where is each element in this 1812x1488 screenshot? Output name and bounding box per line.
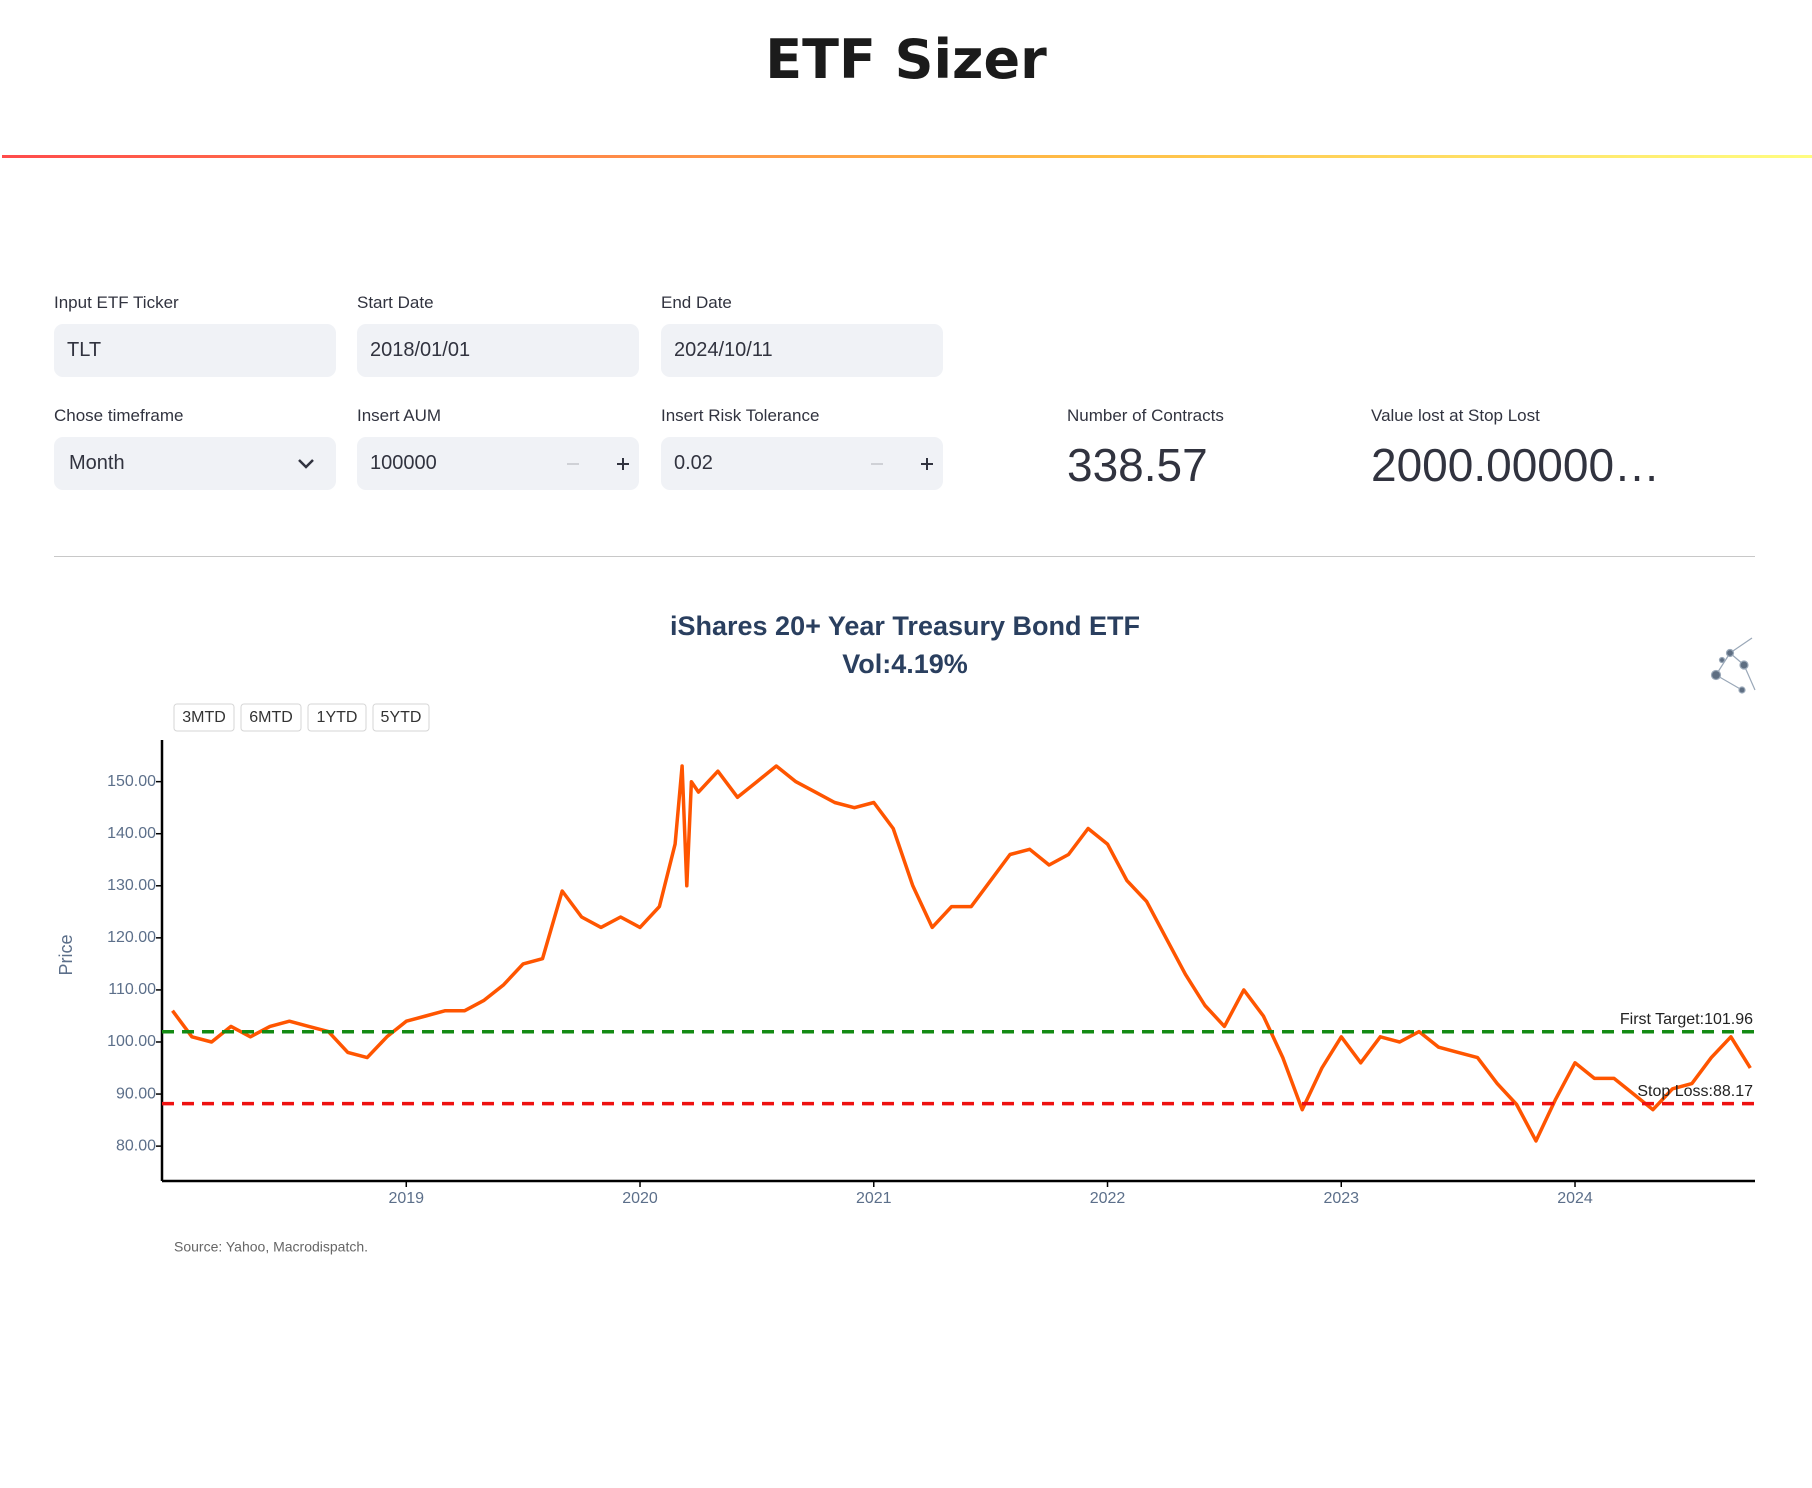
chart-title: iShares 20+ Year Treasury Bond ETF — [670, 611, 1140, 641]
x-tick-label: 2021 — [856, 1190, 892, 1207]
field-label: Input ETF Ticker — [54, 293, 179, 312]
number-input[interactable]: 100000 — [357, 437, 639, 490]
text-input[interactable]: TLT — [54, 324, 336, 377]
y-tick-label: 110.00 — [108, 981, 156, 998]
app-title: ETF Sizer — [765, 28, 1047, 91]
range-button-label: 3MTD — [182, 709, 226, 726]
select-chevron[interactable] — [296, 456, 316, 472]
y-tick-label: 120.00 — [107, 929, 156, 946]
chart-subtitle: Vol:4.19% — [842, 649, 968, 679]
metric-label: Value lost at Stop Lost — [1371, 406, 1540, 425]
x-tick-label: 2023 — [1323, 1190, 1359, 1207]
range-button-label: 1YTD — [317, 709, 358, 726]
divider — [54, 556, 1755, 557]
select-input[interactable]: Month — [54, 437, 336, 490]
y-axis-label: Price — [56, 934, 76, 975]
field-label: Chose timeframe — [54, 406, 184, 425]
range-button[interactable] — [307, 703, 367, 732]
reference-label: First Target:101.96 — [1620, 1011, 1753, 1028]
date-input[interactable]: 2018/01/01 — [357, 324, 639, 377]
reference-label: Stop Loss:88.17 — [1637, 1083, 1753, 1100]
range-button[interactable] — [173, 703, 235, 732]
y-tick-label: 130.00 — [107, 877, 156, 894]
field-label: Insert AUM — [357, 406, 442, 425]
y-tick-label: 90.00 — [116, 1085, 156, 1102]
x-tick-label: 2020 — [622, 1190, 658, 1207]
y-tick-label: 80.00 — [116, 1137, 156, 1154]
source-note: Source: Yahoo, Macrodispatch. — [174, 1239, 368, 1255]
field-label: Start Date — [357, 293, 434, 312]
metric-label: Number of Contracts — [1067, 406, 1224, 425]
stepper[interactable] — [563, 455, 639, 473]
range-button-label: 5YTD — [381, 709, 422, 726]
metric-value: 338.57 — [1067, 439, 1208, 491]
logo — [1710, 637, 1756, 694]
range-button-label: 6MTD — [249, 709, 293, 726]
y-tick-label: 150.00 — [107, 773, 156, 790]
range-button[interactable] — [372, 703, 430, 732]
price-line — [171, 764, 1752, 1143]
stepper[interactable] — [867, 455, 943, 473]
field-label: End Date — [661, 293, 732, 312]
x-tick-label: 2022 — [1090, 1190, 1126, 1207]
x-tick-label: 2024 — [1557, 1190, 1593, 1207]
header-decoration — [2, 155, 1812, 158]
range-button[interactable] — [240, 703, 302, 732]
date-input[interactable]: 2024/10/11 — [661, 324, 943, 377]
y-tick-label: 100.00 — [107, 1033, 156, 1050]
chart: iShares 20+ Year Treasury Bond ETF Vol:4… — [56, 611, 1756, 1255]
metric-value: 2000.00000… — [1371, 439, 1661, 491]
y-tick-label: 140.00 — [107, 825, 156, 842]
number-input[interactable]: 0.02 — [661, 437, 943, 490]
field-label: Insert Risk Tolerance — [661, 406, 820, 425]
x-tick-label: 2019 — [388, 1190, 424, 1207]
